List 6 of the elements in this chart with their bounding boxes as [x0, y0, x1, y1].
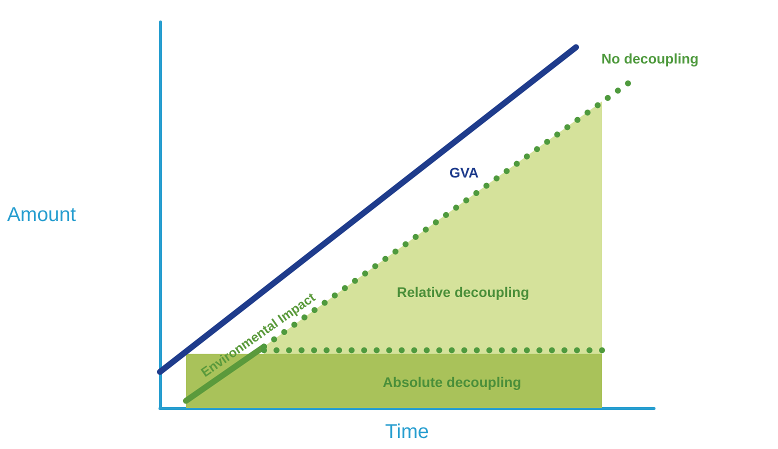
- series-label: GVA: [449, 164, 479, 181]
- series-label: Relative decoupling: [396, 284, 530, 300]
- x-axis-title: Time: [385, 421, 429, 443]
- text: No decoupling: [601, 50, 699, 66]
- y-axis-title: Amount: [7, 204, 76, 226]
- series-label: Absolute decoupling: [382, 374, 522, 390]
